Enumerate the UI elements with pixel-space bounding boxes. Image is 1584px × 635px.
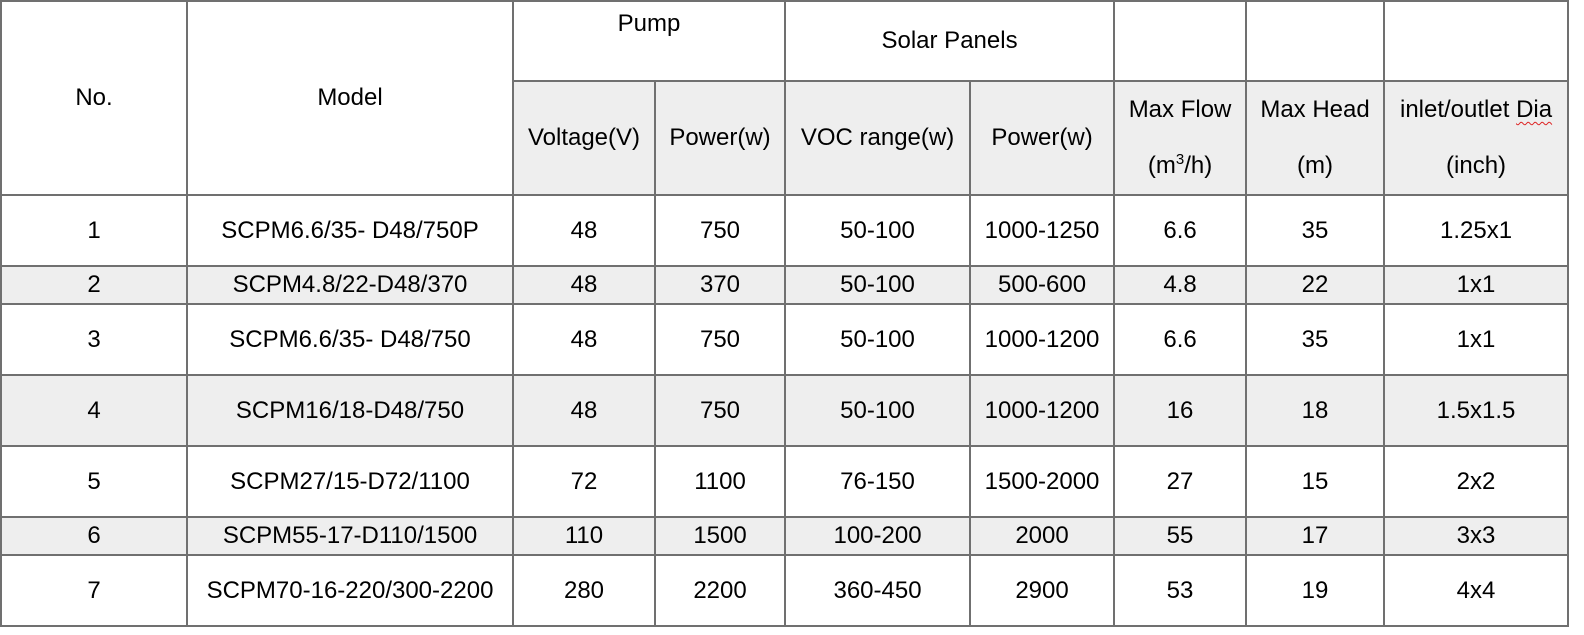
cell-max-flow: 4.8 — [1113, 265, 1248, 305]
header-blank-cell — [1113, 0, 1248, 82]
cell-voltage: 110 — [512, 516, 656, 556]
cell-max-head: 35 — [1245, 303, 1386, 376]
cell-pump-power: 2200 — [653, 554, 787, 627]
cell-max-flow: 53 — [1113, 554, 1248, 627]
cell-model: SCPM70-16-220/300-2200 — [186, 554, 514, 627]
cell-max-flow: 6.6 — [1113, 194, 1248, 267]
cell-voltage: 280 — [512, 554, 656, 627]
header-dia-label: inlet/outlet Dia — [1399, 96, 1553, 123]
cell-no: 3 — [0, 303, 188, 376]
cell-pump-power: 1500 — [653, 516, 787, 556]
cell-pump-power: 750 — [653, 194, 787, 267]
cell-dia: 1x1 — [1383, 303, 1570, 376]
cell-max-flow: 16 — [1113, 374, 1248, 447]
table-row: 3 SCPM6.6/35- D48/750 48 750 50-100 1000… — [0, 303, 1570, 376]
cell-no: 4 — [0, 374, 188, 447]
cell-panel-power: 1000-1250 — [969, 194, 1116, 267]
cell-max-flow: 6.6 — [1113, 303, 1248, 376]
header-max-head: Max Head (m) — [1245, 80, 1386, 196]
cell-model: SCPM6.6/35- D48/750 — [186, 303, 514, 376]
cell-no: 7 — [0, 554, 188, 627]
header-pump-power: Power(w) — [653, 80, 787, 196]
cell-dia: 2x2 — [1383, 445, 1570, 518]
cell-panel-power: 1000-1200 — [969, 303, 1116, 376]
cell-dia: 4x4 — [1383, 554, 1570, 627]
table-row: 1 SCPM6.6/35- D48/750P 48 750 50-100 100… — [0, 194, 1570, 267]
cell-voc: 100-200 — [784, 516, 972, 556]
table-row: 4 SCPM16/18-D48/750 48 750 50-100 1000-1… — [0, 374, 1570, 447]
header-max-head-unit: (m) — [1297, 152, 1334, 179]
cell-no: 1 — [0, 194, 188, 267]
cell-panel-power: 1000-1200 — [969, 374, 1116, 447]
cell-max-head: 22 — [1245, 265, 1386, 305]
cell-model: SCPM16/18-D48/750 — [186, 374, 514, 447]
cell-max-head: 35 — [1245, 194, 1386, 267]
header-solar-panels: Solar Panels — [784, 0, 1116, 82]
table-row: 2 SCPM4.8/22-D48/370 48 370 50-100 500-6… — [0, 265, 1570, 305]
cell-panel-power: 1500-2000 — [969, 445, 1116, 518]
cell-max-head: 18 — [1245, 374, 1386, 447]
cell-pump-power: 750 — [653, 374, 787, 447]
cell-voc: 360-450 — [784, 554, 972, 627]
cell-max-flow: 55 — [1113, 516, 1248, 556]
cell-max-flow: 27 — [1113, 445, 1248, 518]
cell-pump-power: 750 — [653, 303, 787, 376]
cell-max-head: 17 — [1245, 516, 1386, 556]
cell-dia: 3x3 — [1383, 516, 1570, 556]
header-voltage: Voltage(V) — [512, 80, 656, 196]
cell-pump-power: 370 — [653, 265, 787, 305]
cell-voc: 50-100 — [784, 194, 972, 267]
table-row: 7 SCPM70-16-220/300-2200 280 2200 360-45… — [0, 554, 1570, 627]
header-voc-range: VOC range(w) — [784, 80, 972, 196]
cell-dia: 1.25x1 — [1383, 194, 1570, 267]
cell-voltage: 48 — [512, 374, 656, 447]
header-inlet-outlet-dia: inlet/outlet Dia (inch) — [1383, 80, 1570, 196]
header-max-flow-unit: (m3/h) — [1147, 151, 1213, 179]
cell-voltage: 72 — [512, 445, 656, 518]
cell-voc: 76-150 — [784, 445, 972, 518]
cell-panel-power: 500-600 — [969, 265, 1116, 305]
header-max-flow-label: Max Flow — [1128, 96, 1232, 123]
header-blank-cell — [1245, 0, 1386, 82]
cell-voc: 50-100 — [784, 265, 972, 305]
cell-no: 2 — [0, 265, 188, 305]
cell-model: SCPM4.8/22-D48/370 — [186, 265, 514, 305]
cell-no: 6 — [0, 516, 188, 556]
cell-model: SCPM55-17-D110/1500 — [186, 516, 514, 556]
table-row: 5 SCPM27/15-D72/1100 72 1100 76-150 1500… — [0, 445, 1570, 518]
cell-dia: 1.5x1.5 — [1383, 374, 1570, 447]
cell-max-head: 19 — [1245, 554, 1386, 627]
cell-max-head: 15 — [1245, 445, 1386, 518]
cell-voltage: 48 — [512, 194, 656, 267]
pump-spec-table: No. Model Pump Solar Panels Voltage(V) P… — [0, 0, 1570, 627]
header-blank-cell — [1383, 0, 1570, 82]
cell-model: SCPM27/15-D72/1100 — [186, 445, 514, 518]
cell-pump-power: 1100 — [653, 445, 787, 518]
cell-panel-power: 2900 — [969, 554, 1116, 627]
cell-voltage: 48 — [512, 265, 656, 305]
cell-no: 5 — [0, 445, 188, 518]
cell-model: SCPM6.6/35- D48/750P — [186, 194, 514, 267]
cell-voc: 50-100 — [784, 303, 972, 376]
table-row: 6 SCPM55-17-D110/1500 110 1500 100-200 2… — [0, 516, 1570, 556]
header-dia-unit: (inch) — [1446, 152, 1507, 179]
header-no: No. — [0, 0, 188, 196]
header-model: Model — [186, 0, 514, 196]
header-panel-power: Power(w) — [969, 80, 1116, 196]
header-pump: Pump — [511, 0, 787, 82]
cell-voltage: 48 — [512, 303, 656, 376]
header-max-head-label: Max Head — [1260, 96, 1370, 123]
cell-panel-power: 2000 — [969, 516, 1116, 556]
header-max-flow: Max Flow (m3/h) — [1113, 80, 1248, 196]
cell-dia: 1x1 — [1383, 265, 1570, 305]
cell-voc: 50-100 — [784, 374, 972, 447]
